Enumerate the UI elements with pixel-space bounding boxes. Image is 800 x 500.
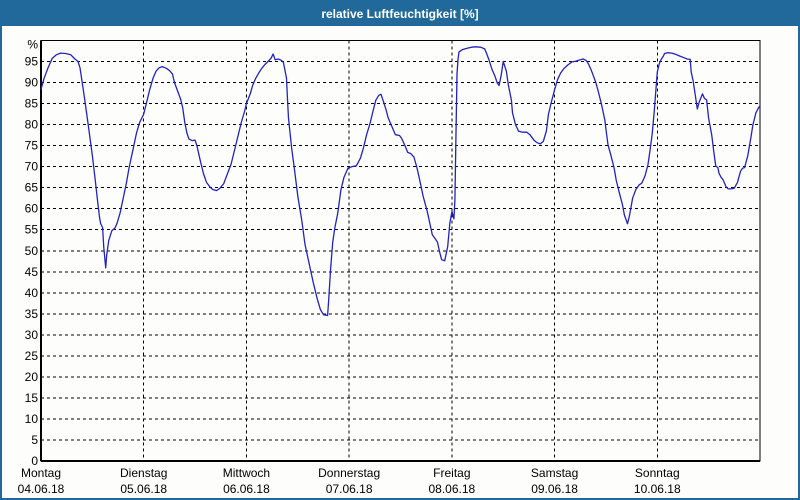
y-axis-tick-label: 60 [25, 202, 39, 216]
x-axis-day-label: Dienstag [120, 466, 167, 480]
chart-area: 0 5 10 15 20 25 30 35 40 45 50 55 60 65 70 75 80 85 90 95% M… [2, 28, 798, 498]
humidity-line [40, 46, 760, 317]
y-axis-unit-label: % [27, 38, 38, 52]
window-title: relative Luftfeuchtigkeit [%] [321, 7, 479, 21]
y-axis-tick-label: 55 [25, 223, 39, 237]
y-axis-tick-label: 15 [25, 391, 39, 405]
y-axis-tick-label: 65 [25, 181, 39, 195]
window-titlebar: relative Luftfeuchtigkeit [%] [2, 2, 798, 26]
y-axis-tick-label: 45 [25, 265, 39, 279]
x-axis-day-label: Freitag [433, 466, 470, 480]
y-axis-tick-label: 70 [25, 160, 39, 174]
x-axis-date-label: 08.06.18 [428, 482, 475, 496]
x-axis-date-label: 10.06.18 [634, 482, 681, 496]
y-axis-tick-label: 25 [25, 349, 39, 363]
y-axis-tick-label: 10 [25, 412, 39, 426]
y-axis-tick-label: 50 [25, 244, 39, 258]
x-axis-day-label: Samstag [531, 466, 578, 480]
x-axis-day-label: Donnerstag [318, 466, 380, 480]
y-axis-tick-label: 85 [25, 97, 39, 111]
x-axis-day-label: Mittwoch [223, 466, 270, 480]
humidity-chart-canvas: 0 5 10 15 20 25 30 35 40 45 50 55 60 65 70 75 80 85 90 95% M… [18, 38, 761, 496]
x-axis-date-label: 05.06.18 [120, 482, 167, 496]
y-axis-tick-label: 5 [31, 433, 38, 447]
y-axis-tick-label: 0 [31, 454, 38, 468]
y-axis-tick-label: 20 [25, 370, 39, 384]
x-axis-date-label: 04.06.18 [18, 482, 65, 496]
y-axis-tick-label: 75 [25, 139, 39, 153]
x-axis-date-label: 06.06.18 [223, 482, 270, 496]
y-axis-tick-label: 95 [25, 55, 39, 69]
plot-border [40, 40, 761, 462]
x-axis-date-label: 09.06.18 [531, 482, 578, 496]
y-axis-tick-label: 40 [25, 286, 39, 300]
y-axis-tick-label: 30 [25, 328, 39, 342]
x-axis-date-label: 07.06.18 [326, 482, 373, 496]
x-axis-day-label: Sonntag [635, 466, 680, 480]
x-axis-day-label: Montag [21, 466, 61, 480]
y-axis-tick-label: 90 [25, 76, 39, 90]
y-axis-tick-label: 80 [25, 118, 39, 132]
y-axis-tick-label: 35 [25, 307, 39, 321]
